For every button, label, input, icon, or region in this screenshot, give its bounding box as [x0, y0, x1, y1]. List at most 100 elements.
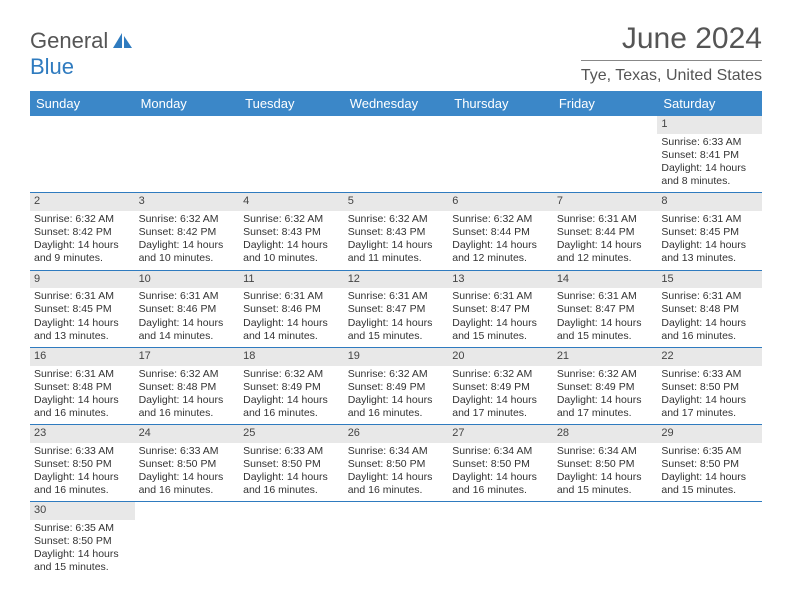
- calendar-cell: [344, 116, 449, 193]
- cell-text: Sunrise: 6:32 AM: [557, 368, 654, 381]
- calendar-cell: 22Sunrise: 6:33 AMSunset: 8:50 PMDayligh…: [657, 347, 762, 424]
- cell-text: Daylight: 14 hours and 12 minutes.: [452, 239, 549, 265]
- day-number: [135, 502, 240, 520]
- cell-text: Sunset: 8:46 PM: [139, 303, 236, 316]
- cell-text: Daylight: 14 hours and 14 minutes.: [139, 317, 236, 343]
- cell-text: Sunset: 8:49 PM: [348, 381, 445, 394]
- cell-text: Sunrise: 6:33 AM: [34, 445, 131, 458]
- cell-text: Daylight: 14 hours and 15 minutes.: [348, 317, 445, 343]
- calendar-cell: 19Sunrise: 6:32 AMSunset: 8:49 PMDayligh…: [344, 347, 449, 424]
- day-number: 29: [657, 425, 762, 443]
- day-number: 15: [657, 271, 762, 289]
- cell-text: Daylight: 14 hours and 16 minutes.: [452, 471, 549, 497]
- cell-text: Sunset: 8:50 PM: [557, 458, 654, 471]
- cell-text: Sunset: 8:45 PM: [34, 303, 131, 316]
- cell-text: Sunrise: 6:31 AM: [661, 213, 758, 226]
- day-number: 18: [239, 348, 344, 366]
- day-number: [239, 502, 344, 520]
- cell-text: Daylight: 14 hours and 9 minutes.: [34, 239, 131, 265]
- cell-text: Sunrise: 6:34 AM: [557, 445, 654, 458]
- day-number: 30: [30, 502, 135, 520]
- cell-text: Sunset: 8:49 PM: [243, 381, 340, 394]
- calendar-cell: 24Sunrise: 6:33 AMSunset: 8:50 PMDayligh…: [135, 425, 240, 502]
- calendar-cell: 10Sunrise: 6:31 AMSunset: 8:46 PMDayligh…: [135, 270, 240, 347]
- cell-text: Daylight: 14 hours and 15 minutes.: [557, 317, 654, 343]
- cell-text: Sunrise: 6:31 AM: [139, 290, 236, 303]
- cell-text: Sunset: 8:48 PM: [34, 381, 131, 394]
- cell-text: Sunset: 8:49 PM: [452, 381, 549, 394]
- calendar-cell: [448, 502, 553, 579]
- cell-text: Sunset: 8:43 PM: [243, 226, 340, 239]
- cell-text: Sunrise: 6:32 AM: [34, 213, 131, 226]
- day-number: 5: [344, 193, 449, 211]
- cell-text: Sunset: 8:50 PM: [34, 535, 131, 548]
- cell-text: Daylight: 14 hours and 16 minutes.: [348, 471, 445, 497]
- month-title: June 2024: [581, 22, 762, 56]
- cell-text: Sunrise: 6:32 AM: [348, 368, 445, 381]
- cell-text: Sunset: 8:49 PM: [557, 381, 654, 394]
- day-number: 21: [553, 348, 658, 366]
- cell-text: Sunset: 8:44 PM: [557, 226, 654, 239]
- cell-text: Sunset: 8:50 PM: [661, 458, 758, 471]
- day-number: 11: [239, 271, 344, 289]
- calendar-cell: 17Sunrise: 6:32 AMSunset: 8:48 PMDayligh…: [135, 347, 240, 424]
- cell-text: Sunrise: 6:32 AM: [243, 368, 340, 381]
- calendar-cell: 23Sunrise: 6:33 AMSunset: 8:50 PMDayligh…: [30, 425, 135, 502]
- cell-text: Sunset: 8:48 PM: [139, 381, 236, 394]
- logo-text-2: Blue: [30, 54, 74, 80]
- day-number: [239, 116, 344, 134]
- calendar-body: 1Sunrise: 6:33 AMSunset: 8:41 PMDaylight…: [30, 116, 762, 579]
- cell-text: Daylight: 14 hours and 16 minutes.: [661, 317, 758, 343]
- cell-text: Sunrise: 6:31 AM: [452, 290, 549, 303]
- cell-text: Sunrise: 6:32 AM: [348, 213, 445, 226]
- calendar-cell: 12Sunrise: 6:31 AMSunset: 8:47 PMDayligh…: [344, 270, 449, 347]
- day-number: 10: [135, 271, 240, 289]
- cell-text: Sunset: 8:42 PM: [34, 226, 131, 239]
- cell-text: Sunrise: 6:32 AM: [452, 213, 549, 226]
- cell-text: Daylight: 14 hours and 15 minutes.: [452, 317, 549, 343]
- calendar-cell: [553, 502, 658, 579]
- calendar-cell: 7Sunrise: 6:31 AMSunset: 8:44 PMDaylight…: [553, 193, 658, 270]
- day-header-row: SundayMondayTuesdayWednesdayThursdayFrid…: [30, 91, 762, 116]
- day-number: [344, 502, 449, 520]
- calendar-cell: 11Sunrise: 6:31 AMSunset: 8:46 PMDayligh…: [239, 270, 344, 347]
- day-number: [30, 116, 135, 134]
- cell-text: Sunrise: 6:32 AM: [139, 213, 236, 226]
- calendar-cell: 18Sunrise: 6:32 AMSunset: 8:49 PMDayligh…: [239, 347, 344, 424]
- day-number: 14: [553, 271, 658, 289]
- calendar-cell: 5Sunrise: 6:32 AMSunset: 8:43 PMDaylight…: [344, 193, 449, 270]
- calendar-cell: [239, 116, 344, 193]
- cell-text: Sunrise: 6:32 AM: [243, 213, 340, 226]
- day-number: 9: [30, 271, 135, 289]
- day-header: Tuesday: [239, 91, 344, 116]
- calendar-cell: 2Sunrise: 6:32 AMSunset: 8:42 PMDaylight…: [30, 193, 135, 270]
- day-number: 12: [344, 271, 449, 289]
- day-header: Sunday: [30, 91, 135, 116]
- day-number: [135, 116, 240, 134]
- day-number: [657, 502, 762, 520]
- calendar-week: 30Sunrise: 6:35 AMSunset: 8:50 PMDayligh…: [30, 502, 762, 579]
- calendar-cell: 28Sunrise: 6:34 AMSunset: 8:50 PMDayligh…: [553, 425, 658, 502]
- cell-text: Sunrise: 6:34 AM: [452, 445, 549, 458]
- day-number: 3: [135, 193, 240, 211]
- day-header: Saturday: [657, 91, 762, 116]
- day-number: 20: [448, 348, 553, 366]
- cell-text: Sunrise: 6:32 AM: [452, 368, 549, 381]
- calendar-cell: 9Sunrise: 6:31 AMSunset: 8:45 PMDaylight…: [30, 270, 135, 347]
- day-number: 8: [657, 193, 762, 211]
- day-number: 17: [135, 348, 240, 366]
- calendar-cell: [448, 116, 553, 193]
- day-header: Friday: [553, 91, 658, 116]
- calendar-week: 16Sunrise: 6:31 AMSunset: 8:48 PMDayligh…: [30, 347, 762, 424]
- cell-text: Daylight: 14 hours and 15 minutes.: [661, 471, 758, 497]
- day-number: 7: [553, 193, 658, 211]
- cell-text: Sunset: 8:50 PM: [139, 458, 236, 471]
- title-block: June 2024 Tye, Texas, United States: [581, 22, 762, 85]
- cell-text: Sunset: 8:50 PM: [452, 458, 549, 471]
- day-number: [553, 502, 658, 520]
- calendar-cell: 13Sunrise: 6:31 AMSunset: 8:47 PMDayligh…: [448, 270, 553, 347]
- day-number: 26: [344, 425, 449, 443]
- calendar-week: 2Sunrise: 6:32 AMSunset: 8:42 PMDaylight…: [30, 193, 762, 270]
- calendar-cell: 4Sunrise: 6:32 AMSunset: 8:43 PMDaylight…: [239, 193, 344, 270]
- day-number: 1: [657, 116, 762, 134]
